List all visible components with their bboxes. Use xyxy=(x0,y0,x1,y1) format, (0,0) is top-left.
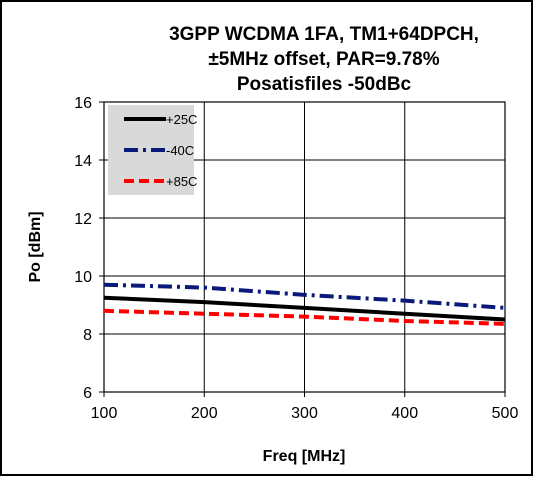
y-tick-label: 10 xyxy=(74,269,92,286)
series-line-1 xyxy=(103,295,506,322)
chart-title: 3GPP WCDMA 1FA, TM1+64DPCH, ±5MHz offset… xyxy=(169,24,479,95)
y-tick-label: 12 xyxy=(74,211,92,228)
y-tick-label: 16 xyxy=(74,95,92,112)
chart-title-line-1: 3GPP WCDMA 1FA, TM1+64DPCH, xyxy=(169,24,479,45)
series-line-3 xyxy=(103,308,506,326)
chart-title-line-2: ±5MHz offset, PAR=9.78% xyxy=(208,49,439,70)
legend-label-1: +25C xyxy=(166,112,197,127)
y-tick-label: 14 xyxy=(74,153,92,170)
x-tick-label: 500 xyxy=(492,405,519,422)
series-line-2 xyxy=(103,282,506,310)
chart-title-line-3: Posatisfiles -50dBc xyxy=(237,74,412,95)
y-axis-label: Po [dBm] xyxy=(27,211,44,282)
legend-label-2: -40C xyxy=(166,143,194,158)
x-tick-label: 400 xyxy=(391,405,418,422)
x-tick-label: 200 xyxy=(191,405,218,422)
y-tick-label: 6 xyxy=(83,385,92,402)
x-tick-label: 300 xyxy=(291,405,318,422)
y-tick-label: 8 xyxy=(83,327,92,344)
x-tick-label: 100 xyxy=(91,405,118,422)
x-axis-label: Freq [MHz] xyxy=(263,448,346,465)
legend-label-3: +85C xyxy=(166,174,197,189)
plot-area: 100 200 300 400 500 6 8 10 12 14 16 +25C -40C +85C xyxy=(74,95,518,422)
